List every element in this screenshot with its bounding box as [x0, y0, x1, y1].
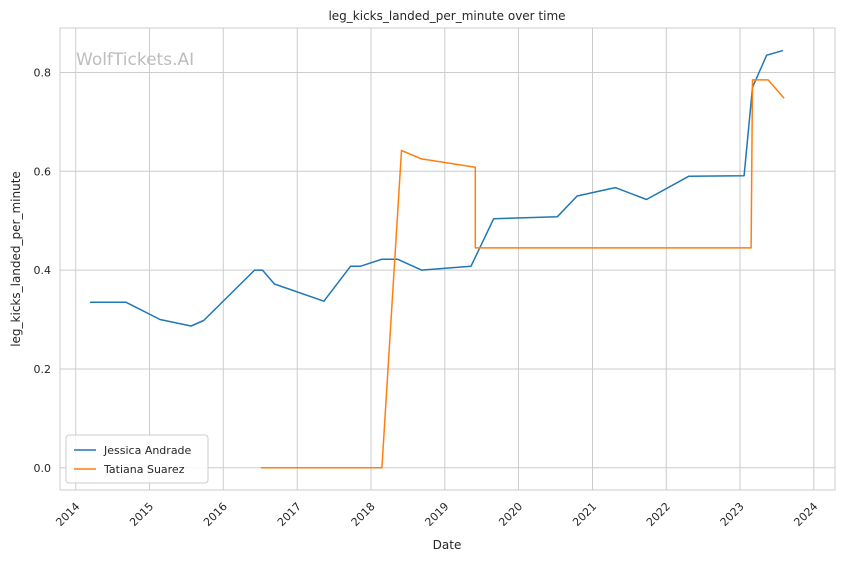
y-tick-label: 0.4	[34, 264, 52, 277]
plot-frame	[59, 27, 836, 491]
watermark: WolfTickets.AI	[76, 50, 194, 70]
y-axis-label: leg_kicks_landed_per_minute	[9, 171, 23, 347]
legend: Jessica Andrade Tatiana Suarez	[65, 434, 209, 484]
legend-entry: Jessica Andrade	[103, 444, 192, 457]
plot-area: WolfTickets.AI	[59, 27, 836, 491]
x-tick-labels: 2014 2015 2016 2017 2018 2019 2020 2021 2022 2023…	[53, 500, 820, 529]
series-line-jessica-andrade	[89, 49, 784, 327]
legend-box	[65, 434, 209, 484]
y-tick-label: 0.8	[34, 66, 52, 79]
y-tick-label: 0.0	[34, 462, 52, 475]
y-tick-label: 0.2	[34, 363, 52, 376]
series-line-tatiana-suarez	[260, 79, 785, 469]
x-axis-label: Date	[433, 538, 462, 552]
plot-background	[60, 28, 835, 490]
y-tick-label: 0.6	[34, 165, 52, 178]
legend-entry: Tatiana Suarez	[103, 463, 185, 476]
chart-title: leg_kicks_landed_per_minute over time	[328, 9, 565, 23]
series-layer	[89, 49, 785, 469]
x-gridlines	[75, 28, 815, 490]
y-tick-labels: 0.0 0.2 0.4 0.6 0.8	[34, 66, 52, 474]
y-gridlines	[60, 71, 835, 469]
